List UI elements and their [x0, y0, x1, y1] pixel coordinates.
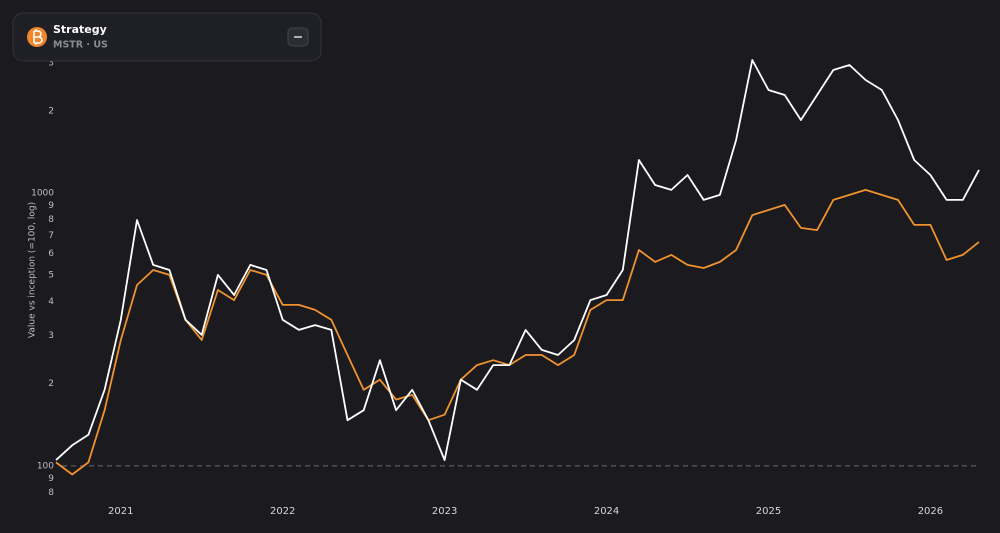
y-tick-label: 8 [48, 488, 54, 498]
bitcoin-glyph [33, 29, 43, 45]
y-tick-label: 2 [48, 106, 54, 116]
x-tick-label: 2024 [594, 506, 619, 517]
y-tick-label: 6 [48, 249, 54, 259]
header-card: Strategy MSTR · US [12, 12, 322, 62]
y-tick-label: 5 [48, 271, 54, 281]
y-tick-label: 9 [48, 474, 54, 484]
series-line [55, 189, 980, 476]
y-tick-label: 7 [48, 231, 54, 241]
y-tick-label: 8 [48, 215, 54, 225]
y-axis-label: Value vs inception (=100, log) [28, 202, 38, 338]
y-tick-label: 100 [37, 461, 54, 471]
y-tick-label: 1000 [31, 188, 54, 198]
x-tick-label: 2021 [108, 506, 133, 517]
y-tick-label: 9 [48, 201, 54, 211]
y-tick-label: 3 [48, 58, 54, 68]
x-tick-label: 2023 [432, 506, 457, 517]
x-tick-label: 2025 [756, 506, 781, 517]
x-tick-label: 2022 [270, 506, 295, 517]
y-tick-label: 4 [48, 297, 54, 307]
plot-area: 8 9 100 2 3 4 5 6 7 8 9 1000 2 3 2021 2022 2023 2024 2025 2… [31, 58, 980, 517]
series-line [55, 59, 980, 461]
card-title: Strategy [53, 23, 107, 36]
card-subtitle: MSTR · US [53, 40, 108, 51]
x-tick-label: 2026 [918, 506, 943, 517]
y-tick-label: 2 [48, 379, 54, 389]
y-tick-label: 3 [48, 331, 54, 341]
card-background [12, 12, 322, 62]
